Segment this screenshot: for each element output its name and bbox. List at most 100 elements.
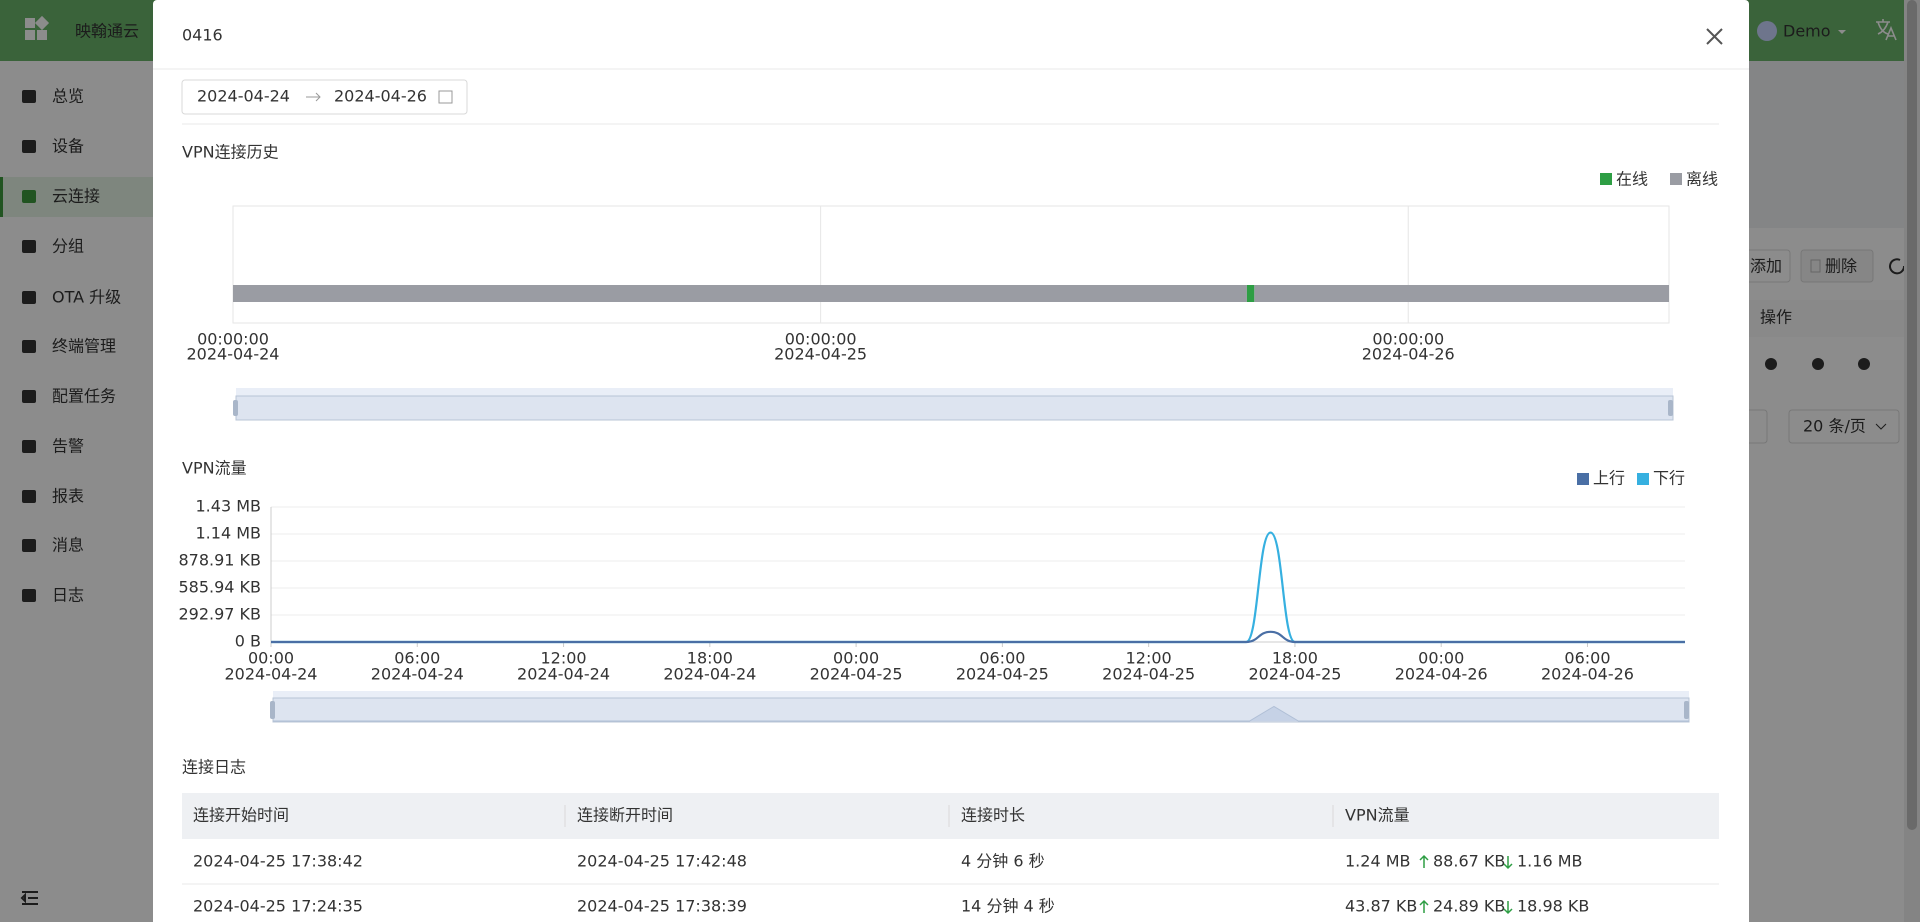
status-segment	[233, 285, 1247, 302]
sidebar-icon	[22, 589, 36, 602]
legend-label[interactable]: 下行	[1653, 469, 1685, 488]
x-tick-label: 18:00	[687, 649, 733, 668]
logo-block	[37, 30, 47, 40]
sidebar-icon	[22, 90, 36, 103]
table-cell-down: 1.16 MB	[1517, 852, 1583, 871]
brand: 映翰通云	[75, 22, 139, 41]
status-segment	[1254, 285, 1669, 302]
table-cell-up: 88.67 KB	[1433, 852, 1505, 871]
date-start[interactable]: 2024-04-24	[197, 87, 290, 106]
sidebar-item[interactable]: 云连接	[52, 187, 100, 206]
modal-title: 0416	[182, 26, 223, 45]
section-title: 连接日志	[182, 758, 246, 777]
row-action-icon[interactable]	[1765, 358, 1777, 370]
page-size-select[interactable]	[1788, 409, 1900, 444]
scrollbar-thumb	[1907, 0, 1917, 830]
x-tick-sublabel: 2024-04-26	[1541, 665, 1634, 684]
legend-swatch[interactable]	[1600, 173, 1612, 185]
table-head-bg	[1749, 300, 1920, 337]
sidebar-item[interactable]: 消息	[52, 536, 84, 555]
zoom-slider-window[interactable]	[235, 395, 1674, 421]
sidebar-icon	[22, 291, 36, 304]
legend-label[interactable]: 离线	[1686, 170, 1718, 189]
user-caret	[1838, 30, 1846, 34]
page-size[interactable]: 20 条/页	[1803, 417, 1866, 436]
logo-block	[25, 18, 35, 28]
x-tick-label: 06:00	[979, 649, 1025, 668]
language-icon[interactable]	[1876, 19, 1897, 41]
sidebar-item[interactable]: 日志	[52, 586, 84, 605]
series-line	[271, 630, 1685, 644]
sidebar-icon	[22, 340, 36, 353]
sidebar-item[interactable]: 分组	[52, 237, 84, 256]
table-cell: 2024-04-25 17:38:39	[577, 897, 747, 916]
y-tick-label: 1.14 MB	[196, 524, 262, 543]
sidebar-item[interactable]: 告警	[52, 437, 84, 456]
refresh-icon[interactable]	[1889, 258, 1906, 275]
sidebar-item[interactable]: 设备	[52, 137, 84, 156]
zoom-slider-window[interactable]	[272, 697, 1690, 723]
sidebar-icon	[22, 140, 36, 153]
close-button[interactable]	[1706, 28, 1723, 45]
zoom-handle[interactable]	[1668, 400, 1673, 416]
x-tick-label: 18:00	[1272, 649, 1318, 668]
y-tick-label: 0 B	[235, 632, 261, 651]
row-action-icon[interactable]	[1812, 358, 1824, 370]
row-action-icon[interactable]	[1858, 358, 1870, 370]
x-tick-sublabel: 2024-04-24	[225, 665, 318, 684]
sidebar-item[interactable]: OTA 升级	[52, 288, 121, 307]
add-button-label[interactable]: 添加	[1750, 257, 1782, 276]
down-arrow	[1503, 856, 1513, 870]
slider-preview	[273, 705, 1689, 722]
legend-label[interactable]: 上行	[1593, 469, 1625, 488]
delete-button[interactable]	[1800, 249, 1874, 283]
legend-label[interactable]: 在线	[1616, 170, 1648, 189]
date-end[interactable]: 2024-04-26	[334, 87, 427, 106]
sidebar-item[interactable]: 总览	[52, 87, 84, 106]
sidebar-active-bar	[0, 177, 3, 217]
sidebar-icon	[22, 440, 36, 453]
logo-block	[34, 15, 50, 31]
y-tick-label: 292.97 KB	[178, 605, 261, 624]
x-tick-label: 00:00:00	[785, 330, 857, 349]
x-tick-sublabel: 2024-04-24	[663, 665, 756, 684]
x-tick-label: 00:00	[833, 649, 879, 668]
down-arrow	[1503, 901, 1513, 915]
calendar-icon	[438, 90, 453, 104]
zoom-handle[interactable]	[1684, 701, 1689, 719]
user-name[interactable]: Demo	[1783, 22, 1831, 41]
legend-swatch[interactable]	[1577, 473, 1589, 485]
zoom-handle[interactable]	[233, 400, 238, 416]
table-header-cell: 连接时长	[961, 806, 1025, 825]
x-tick-sublabel: 2024-04-24	[371, 665, 464, 684]
x-tick-label: 00:00:00	[197, 330, 269, 349]
avatar[interactable]	[1757, 21, 1777, 41]
zoom-handle[interactable]	[270, 701, 275, 719]
table-header-cell: 连接开始时间	[193, 806, 289, 825]
table-cell-up: 24.89 KB	[1433, 897, 1505, 916]
date-range-picker[interactable]	[181, 79, 468, 115]
x-tick-label: 06:00	[1564, 649, 1610, 668]
table-cell-down: 18.98 KB	[1517, 897, 1589, 916]
range-arrow	[306, 92, 321, 102]
table-header-cell: VPN流量	[1345, 806, 1410, 825]
sidebar-item[interactable]: 配置任务	[52, 387, 116, 406]
logo-block	[25, 30, 35, 40]
x-tick-label: 00:00:00	[1372, 330, 1444, 349]
x-tick-sublabel: 2024-04-26	[1362, 345, 1455, 364]
x-tick-sublabel: 2024-04-24	[517, 665, 610, 684]
legend-swatch[interactable]	[1637, 473, 1649, 485]
y-tick-label: 878.91 KB	[178, 551, 261, 570]
sidebar-item[interactable]: 报表	[52, 487, 84, 506]
column-header: 操作	[1760, 308, 1792, 327]
x-tick-sublabel: 2024-04-25	[1102, 665, 1195, 684]
table-header-cell: 连接断开时间	[577, 806, 673, 825]
toolbar-bg	[1749, 228, 1920, 922]
delete-button-label[interactable]: 删除	[1825, 257, 1857, 276]
sidebar-item[interactable]: 终端管理	[52, 337, 116, 356]
collapse-icon[interactable]	[20, 891, 38, 905]
legend-swatch[interactable]	[1670, 173, 1682, 185]
